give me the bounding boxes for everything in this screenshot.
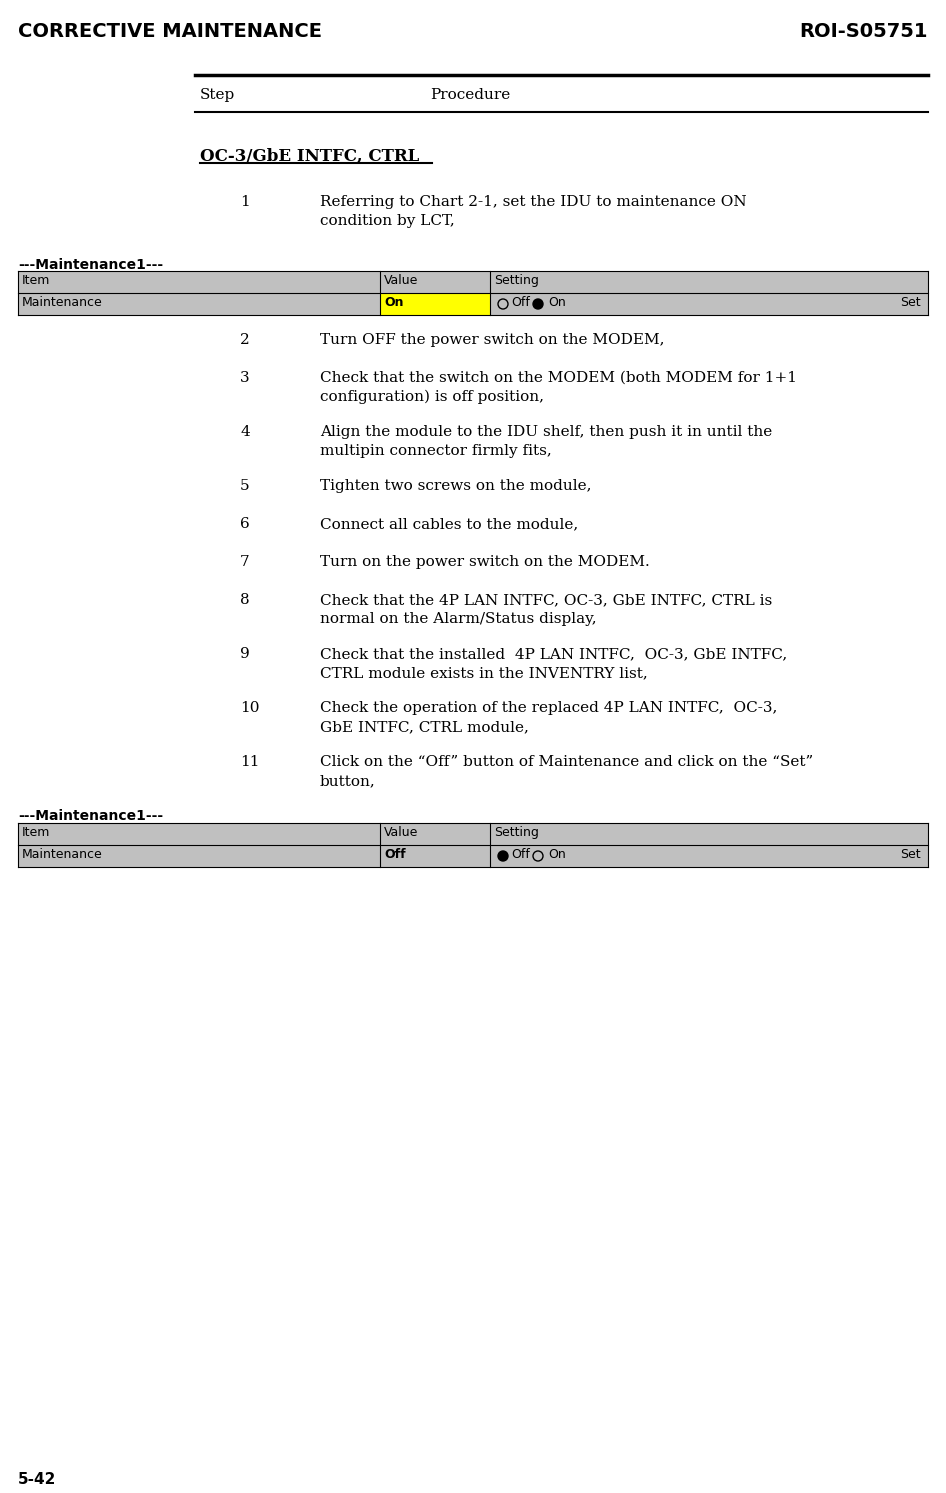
Text: Off: Off (511, 848, 530, 861)
Text: Item: Item (22, 275, 50, 287)
Text: configuration) is off position,: configuration) is off position, (320, 390, 544, 405)
Text: Step: Step (200, 88, 236, 102)
Text: 8: 8 (240, 593, 250, 608)
Text: Check that the installed  4P LAN INTFC,  OC-3, GbE INTFC,: Check that the installed 4P LAN INTFC, O… (320, 646, 787, 661)
Text: Value: Value (384, 826, 418, 839)
Text: Setting: Setting (494, 826, 539, 839)
FancyBboxPatch shape (380, 845, 490, 867)
Text: Turn OFF the power switch on the MODEM,: Turn OFF the power switch on the MODEM, (320, 333, 664, 346)
Circle shape (498, 851, 508, 861)
Text: Item: Item (22, 826, 50, 839)
FancyBboxPatch shape (18, 293, 380, 315)
Text: Align the module to the IDU shelf, then push it in until the: Align the module to the IDU shelf, then … (320, 426, 772, 439)
Text: Setting: Setting (494, 275, 539, 287)
Text: 10: 10 (240, 702, 259, 715)
Text: Check that the 4P LAN INTFC, OC-3, GbE INTFC, CTRL is: Check that the 4P LAN INTFC, OC-3, GbE I… (320, 593, 772, 608)
Text: Tighten two screws on the module,: Tighten two screws on the module, (320, 479, 591, 493)
Text: ROI-S05751: ROI-S05751 (799, 22, 928, 40)
Text: 3: 3 (240, 370, 250, 385)
FancyBboxPatch shape (380, 293, 490, 315)
Text: Referring to Chart 2-1, set the IDU to maintenance ON: Referring to Chart 2-1, set the IDU to m… (320, 196, 746, 209)
Text: ---Maintenance1---: ---Maintenance1--- (18, 809, 163, 823)
FancyBboxPatch shape (490, 845, 928, 867)
Text: GbE INTFC, CTRL module,: GbE INTFC, CTRL module, (320, 720, 529, 735)
Text: 5-42: 5-42 (18, 1472, 57, 1487)
Text: Set: Set (900, 296, 920, 309)
Text: 6: 6 (240, 517, 250, 532)
Text: Value: Value (384, 275, 418, 287)
Text: CTRL module exists in the INVENTRY list,: CTRL module exists in the INVENTRY list, (320, 666, 648, 679)
Text: 11: 11 (240, 755, 259, 769)
Text: 9: 9 (240, 646, 250, 661)
Text: condition by LCT,: condition by LCT, (320, 213, 455, 228)
Text: Connect all cables to the module,: Connect all cables to the module, (320, 517, 578, 532)
FancyBboxPatch shape (490, 293, 928, 315)
Text: 1: 1 (240, 196, 250, 209)
FancyBboxPatch shape (18, 823, 928, 845)
Text: 4: 4 (240, 426, 250, 439)
Text: On: On (384, 296, 404, 309)
Text: Check the operation of the replaced 4P LAN INTFC,  OC-3,: Check the operation of the replaced 4P L… (320, 702, 778, 715)
Text: OC-3/GbE INTFC, CTRL: OC-3/GbE INTFC, CTRL (200, 148, 419, 166)
Text: Click on the “Off” button of Maintenance and click on the “Set”: Click on the “Off” button of Maintenance… (320, 755, 814, 769)
Text: 7: 7 (240, 555, 250, 569)
Text: Check that the switch on the MODEM (both MODEM for 1+1: Check that the switch on the MODEM (both… (320, 370, 797, 385)
Text: On: On (548, 296, 566, 309)
Text: On: On (548, 848, 566, 861)
Text: CORRECTIVE MAINTENANCE: CORRECTIVE MAINTENANCE (18, 22, 322, 40)
Text: button,: button, (320, 773, 376, 788)
Text: multipin connector firmly fits,: multipin connector firmly fits, (320, 443, 552, 458)
Text: 5: 5 (240, 479, 250, 493)
Text: Set: Set (900, 848, 920, 861)
FancyBboxPatch shape (18, 272, 928, 293)
Text: Off: Off (511, 296, 530, 309)
Text: Off: Off (384, 848, 406, 861)
Text: 2: 2 (240, 333, 250, 346)
Text: Turn on the power switch on the MODEM.: Turn on the power switch on the MODEM. (320, 555, 650, 569)
Text: Maintenance: Maintenance (22, 848, 103, 861)
Circle shape (533, 299, 543, 309)
FancyBboxPatch shape (18, 845, 380, 867)
Text: ---Maintenance1---: ---Maintenance1--- (18, 258, 163, 272)
Text: Procedure: Procedure (430, 88, 510, 102)
Text: Maintenance: Maintenance (22, 296, 103, 309)
Text: normal on the Alarm/Status display,: normal on the Alarm/Status display, (320, 612, 597, 626)
